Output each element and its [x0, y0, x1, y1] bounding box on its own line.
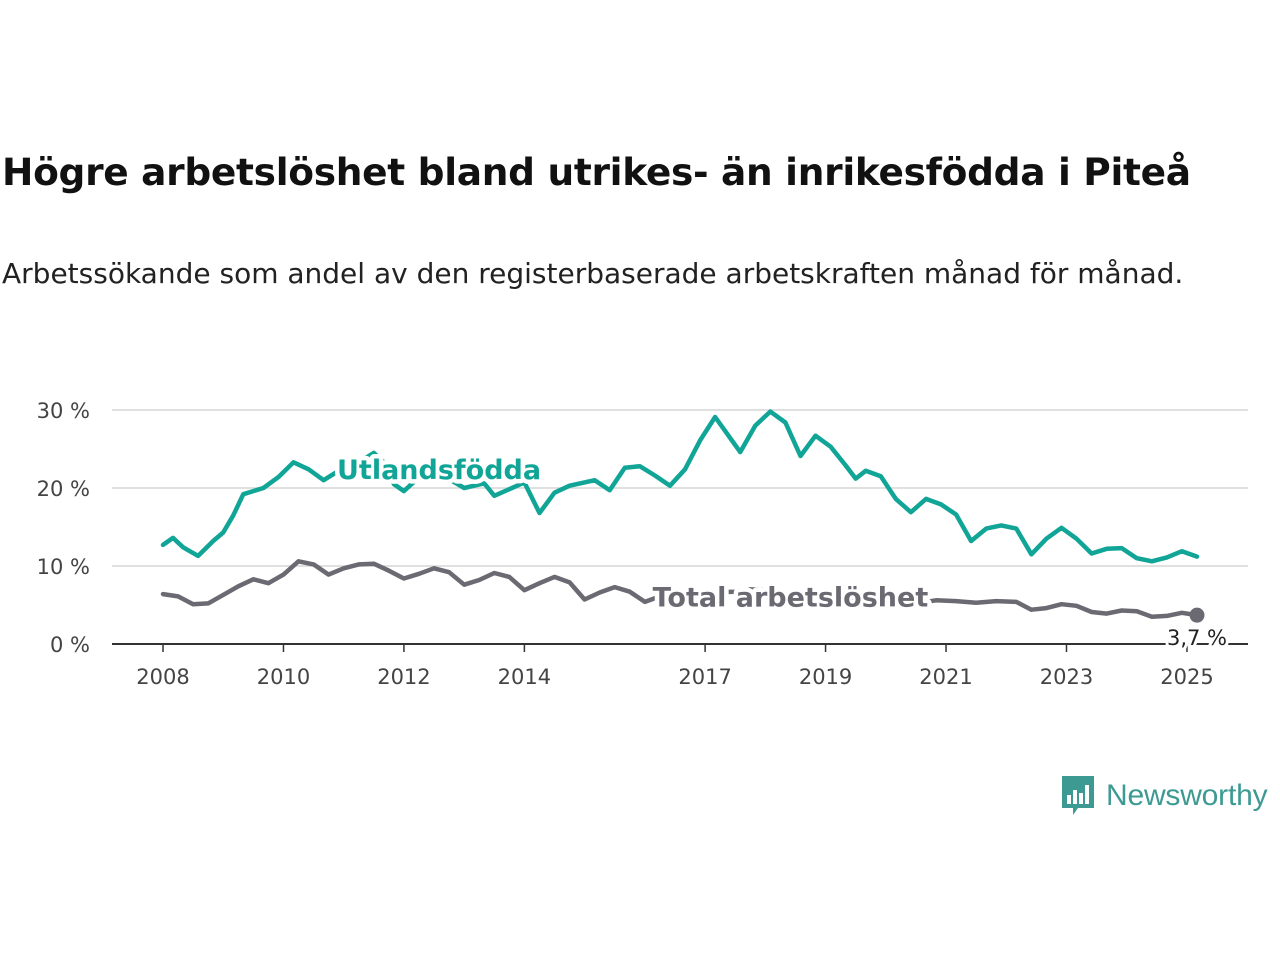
x-tick-label: 2023 [1040, 665, 1093, 689]
y-tick-label: 0 % [50, 633, 90, 657]
chart-title: Högre arbetslöshet bland utrikes- än inr… [2, 150, 1191, 194]
series-label-halo: Total arbetslöshet [653, 582, 929, 613]
y-tick-label: 20 % [37, 477, 90, 501]
end-marker: 3,7 %3,7 % [1164, 607, 1230, 653]
x-axis-ticks: 2008 2010 2012 2014 2017 2019 2021 2023 2025 [136, 644, 1214, 689]
series-lines [160, 409, 1200, 619]
x-tick-label: 2008 [136, 665, 189, 689]
y-axis-ticks: 0 % 10 % 20 % 30 % [37, 399, 90, 657]
x-tick-label: 2019 [799, 665, 852, 689]
brand-logo: Newsworthy [1060, 774, 1268, 818]
x-tick-label: 2010 [257, 665, 310, 689]
end-value-halo: 3,7 % [1167, 626, 1227, 650]
series-line-utlandsfodda [160, 409, 1200, 564]
gridlines [112, 409, 1248, 645]
x-tick-label: 2021 [919, 665, 972, 689]
y-tick-label: 10 % [37, 555, 90, 579]
series-label-utlandsfodda: Utlandsfödda [337, 455, 541, 486]
chart-subtitle: Arbetssökande som andel av den registerb… [2, 257, 1184, 290]
x-tick-label: 2025 [1160, 665, 1213, 689]
end-point-marker [1189, 607, 1205, 623]
x-tick-label: 2014 [498, 665, 551, 689]
newsworthy-logo-icon [1062, 776, 1094, 815]
series-label-halo: Utlandsfödda [337, 455, 541, 486]
x-tick-label: 2017 [678, 665, 731, 689]
series-line-total [160, 559, 1200, 619]
end-value-label: 3,7 % [1167, 626, 1227, 650]
brand-name: Newsworthy [1106, 779, 1268, 812]
x-tick-label: 2012 [377, 665, 430, 689]
series-label-total: Total arbetslöshet [653, 582, 929, 613]
y-tick-label: 30 % [37, 399, 90, 423]
